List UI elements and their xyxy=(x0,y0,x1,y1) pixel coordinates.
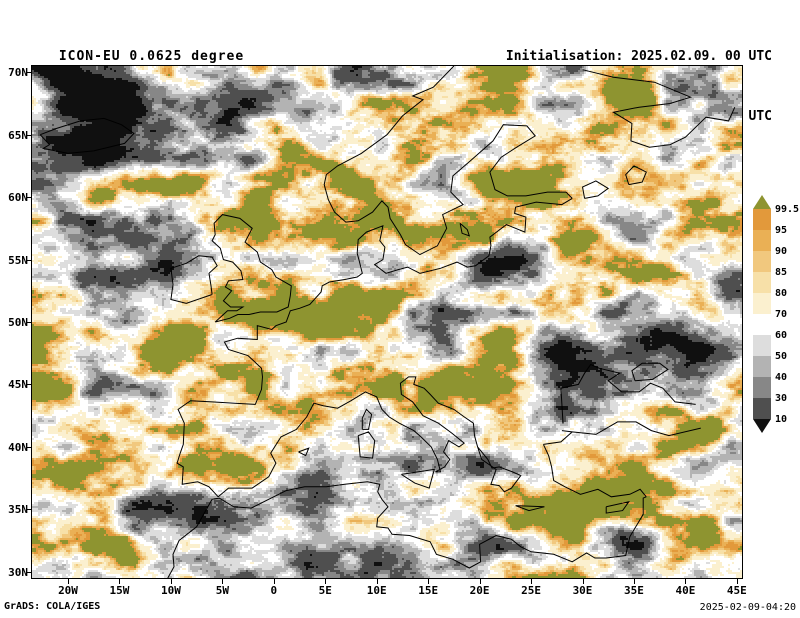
lat-tick xyxy=(26,259,31,261)
lon-tick xyxy=(428,579,430,584)
lat-tick xyxy=(26,571,31,573)
lat-tick xyxy=(26,384,31,386)
colorbar-segment-7 xyxy=(753,335,771,356)
lon-label-35E: 35E xyxy=(624,584,644,597)
coastline-overlay xyxy=(39,66,736,578)
lon-tick xyxy=(633,579,635,584)
lat-tick xyxy=(26,72,31,74)
lon-tick xyxy=(531,579,533,584)
lat-label-40N: 40N xyxy=(8,440,28,454)
lon-tick xyxy=(685,579,687,584)
lon-tick xyxy=(222,579,224,584)
lon-tick xyxy=(119,579,121,584)
coastline-path xyxy=(39,66,736,578)
lon-label-20W: 20W xyxy=(58,584,78,597)
lon-label-40E: 40E xyxy=(675,584,696,597)
colorbar-segment-9 xyxy=(753,377,771,398)
lon-label-5W: 5W xyxy=(215,584,229,597)
colorbar-label-10: 10 xyxy=(775,414,788,425)
lat-tick xyxy=(26,197,31,199)
creation-timestamp: 2025-02-09-04:20 xyxy=(699,602,796,613)
colorbar-label-99.5: 99.5 xyxy=(775,204,800,215)
colorbar-label-30: 30 xyxy=(775,393,788,404)
lon-tick xyxy=(479,579,481,584)
colorbar-segment-4 xyxy=(753,272,771,293)
colorbar-label-60: 60 xyxy=(775,330,788,341)
colorbar-label-90: 90 xyxy=(775,246,788,257)
lon-label-30E: 30E xyxy=(572,584,593,597)
colorbar-label-50: 50 xyxy=(775,351,788,362)
colorbar-segment-0 xyxy=(753,195,771,209)
lat-tick xyxy=(26,509,31,511)
lat-label-55N: 55N xyxy=(8,253,28,267)
colorbar-segment-3 xyxy=(753,251,771,272)
lon-label-10W: 10W xyxy=(160,584,181,597)
colorbar-segment-6 xyxy=(753,314,771,335)
lat-label-65N: 65N xyxy=(8,128,28,142)
colorbar-segment-5 xyxy=(753,293,771,314)
initialisation-text: Initialisation: 2025.02.09. 00 UTC xyxy=(505,49,772,64)
lon-label-15W: 15W xyxy=(109,584,130,597)
lon-tick xyxy=(170,579,172,584)
lat-tick xyxy=(26,134,31,136)
lon-tick xyxy=(273,579,275,584)
lat-tick xyxy=(26,446,31,448)
colorbar-label-70: 70 xyxy=(775,309,788,320)
colorbar-segment-2 xyxy=(753,230,771,251)
lat-label-50N: 50N xyxy=(8,316,28,329)
lat-label-35N: 35N xyxy=(8,503,28,517)
lon-tick xyxy=(376,579,378,584)
colorbar-segment-10 xyxy=(753,398,771,419)
colorbar-segment-11 xyxy=(753,419,771,433)
lon-tick xyxy=(582,579,584,584)
lon-tick xyxy=(325,579,327,584)
colorbar-segment-8 xyxy=(753,356,771,377)
lat-label-45N: 45N xyxy=(8,378,28,392)
lon-tick xyxy=(736,579,738,584)
lon-label-0: 0 xyxy=(270,584,278,597)
lat-tick xyxy=(26,322,31,323)
lon-label-15E: 15E xyxy=(418,584,439,597)
map-frame xyxy=(31,65,743,579)
model-title: ICON-EU 0.0625 degree xyxy=(58,49,245,64)
lon-label-25E: 25E xyxy=(521,584,541,597)
grads-credit: GrADS: COLA/IGES xyxy=(4,601,101,612)
lat-label-30N: 30N xyxy=(8,565,28,579)
colorbar-label-40: 40 xyxy=(775,372,788,383)
lon-label-5E: 5E xyxy=(318,584,332,597)
lat-label-60N: 60N xyxy=(8,191,28,205)
colorbar-segment-1 xyxy=(753,209,771,230)
lon-label-20E: 20E xyxy=(469,584,490,597)
lon-label-10E: 10E xyxy=(366,584,387,597)
colorbar-label-80: 80 xyxy=(775,288,788,299)
colorbar-label-95: 95 xyxy=(775,225,788,236)
lat-label-70N: 70N xyxy=(8,66,28,80)
lon-label-45E: 45E xyxy=(726,584,747,597)
cloud-cover-raster xyxy=(32,66,742,578)
lon-tick xyxy=(68,579,69,584)
colorbar-label-85: 85 xyxy=(775,267,788,278)
